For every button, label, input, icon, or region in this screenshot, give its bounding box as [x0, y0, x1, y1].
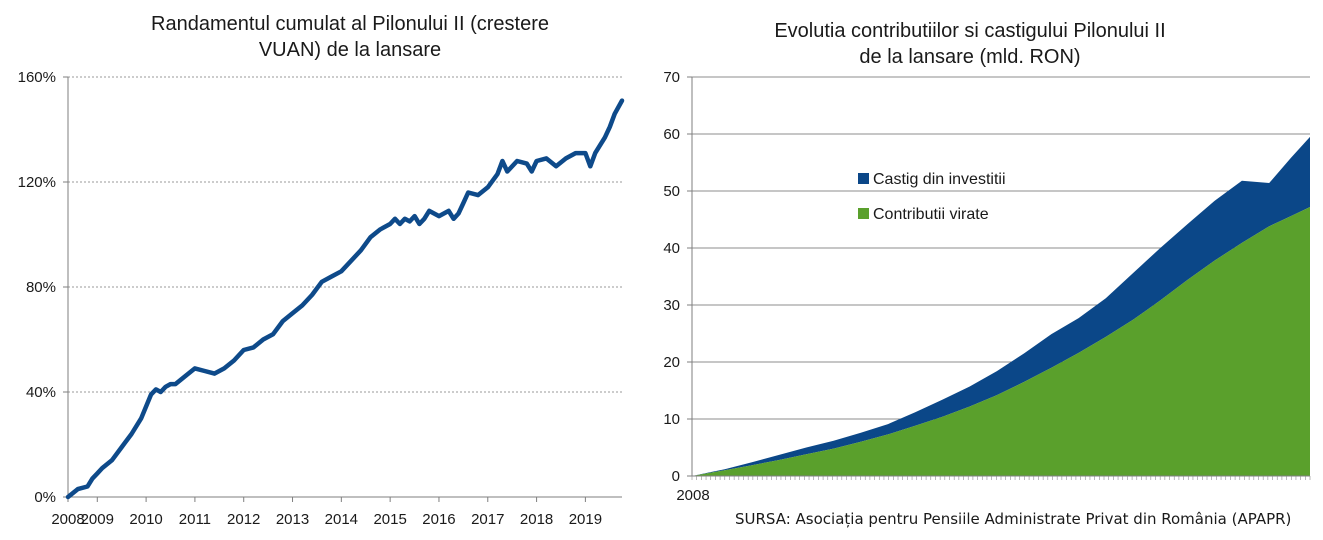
- chart-title: Evolutia contributiilor si castigului Pi…: [690, 18, 1250, 70]
- y-tick-label: 80%: [26, 279, 56, 296]
- x-tick-label: 2013: [276, 511, 309, 528]
- area-contributii-virate: [692, 207, 1310, 476]
- x-tick-label: 2015: [373, 511, 406, 528]
- x-tick-marks: [691, 476, 1311, 480]
- contributions-gain-chart: Evolutia contributiilor si castigului Pi…: [650, 0, 1323, 540]
- y-tick-label: 40%: [26, 384, 56, 401]
- legend-swatch: [858, 208, 869, 219]
- y-tick-label: 70: [663, 69, 680, 86]
- cumulative-return-chart: Randamentul cumulat al Pilonului II (cre…: [0, 0, 640, 540]
- y-tick-label: 50: [663, 183, 680, 200]
- y-tick-label: 120%: [18, 174, 56, 191]
- x-tick-label: 2018: [520, 511, 553, 528]
- source-note: SURSA: Asociația pentru Pensiile Adminis…: [735, 510, 1292, 528]
- legend-label: Castig din investitii: [873, 171, 1006, 188]
- legend-label: Contributii virate: [873, 206, 989, 223]
- x-tick-label: 2016: [422, 511, 455, 528]
- x-tick-label: 2009: [81, 511, 114, 528]
- x-tick-label: 2008: [51, 511, 84, 528]
- y-tick-label: 0%: [34, 489, 56, 506]
- x-tick-label: 2012: [227, 511, 260, 528]
- chart-title-line-2: de la lansare (mld. RON): [859, 46, 1081, 68]
- chart-title-line-2: VUAN) de la lansare: [258, 39, 442, 61]
- y-tick-label: 30: [663, 297, 680, 314]
- y-tick-label: 60: [663, 126, 680, 143]
- x-tick-label: 2011: [179, 511, 211, 528]
- chart-title-line-1: Evolutia contributiilor si castigului Pi…: [774, 20, 1166, 42]
- chart-title-line-1: Randamentul cumulat al Pilonului II (cre…: [151, 13, 549, 35]
- series-line-vuan: [65, 98, 625, 500]
- x-tick-label: 2010: [129, 511, 162, 528]
- x-tick-label: 2017: [471, 511, 504, 528]
- legend: Castig din investitii Contributii virate: [858, 171, 1006, 223]
- y-tick-label: 160%: [18, 69, 56, 86]
- x-tick-label: 2019: [569, 511, 602, 528]
- area-chart-svg: 0 10 20 30 40 50 60 70 2008 Castig din investitii…: [663, 69, 1311, 504]
- y-tick-label: 40: [663, 240, 680, 257]
- chart-title: Randamentul cumulat al Pilonului II (cre…: [100, 11, 600, 63]
- y-tick-label: 20: [663, 354, 680, 371]
- x-tick-label: 2014: [325, 511, 358, 528]
- legend-swatch: [858, 173, 869, 184]
- y-tick-label: 0: [672, 468, 680, 485]
- x-tick-label: 2008: [676, 487, 709, 504]
- y-tick-label: 10: [663, 411, 680, 428]
